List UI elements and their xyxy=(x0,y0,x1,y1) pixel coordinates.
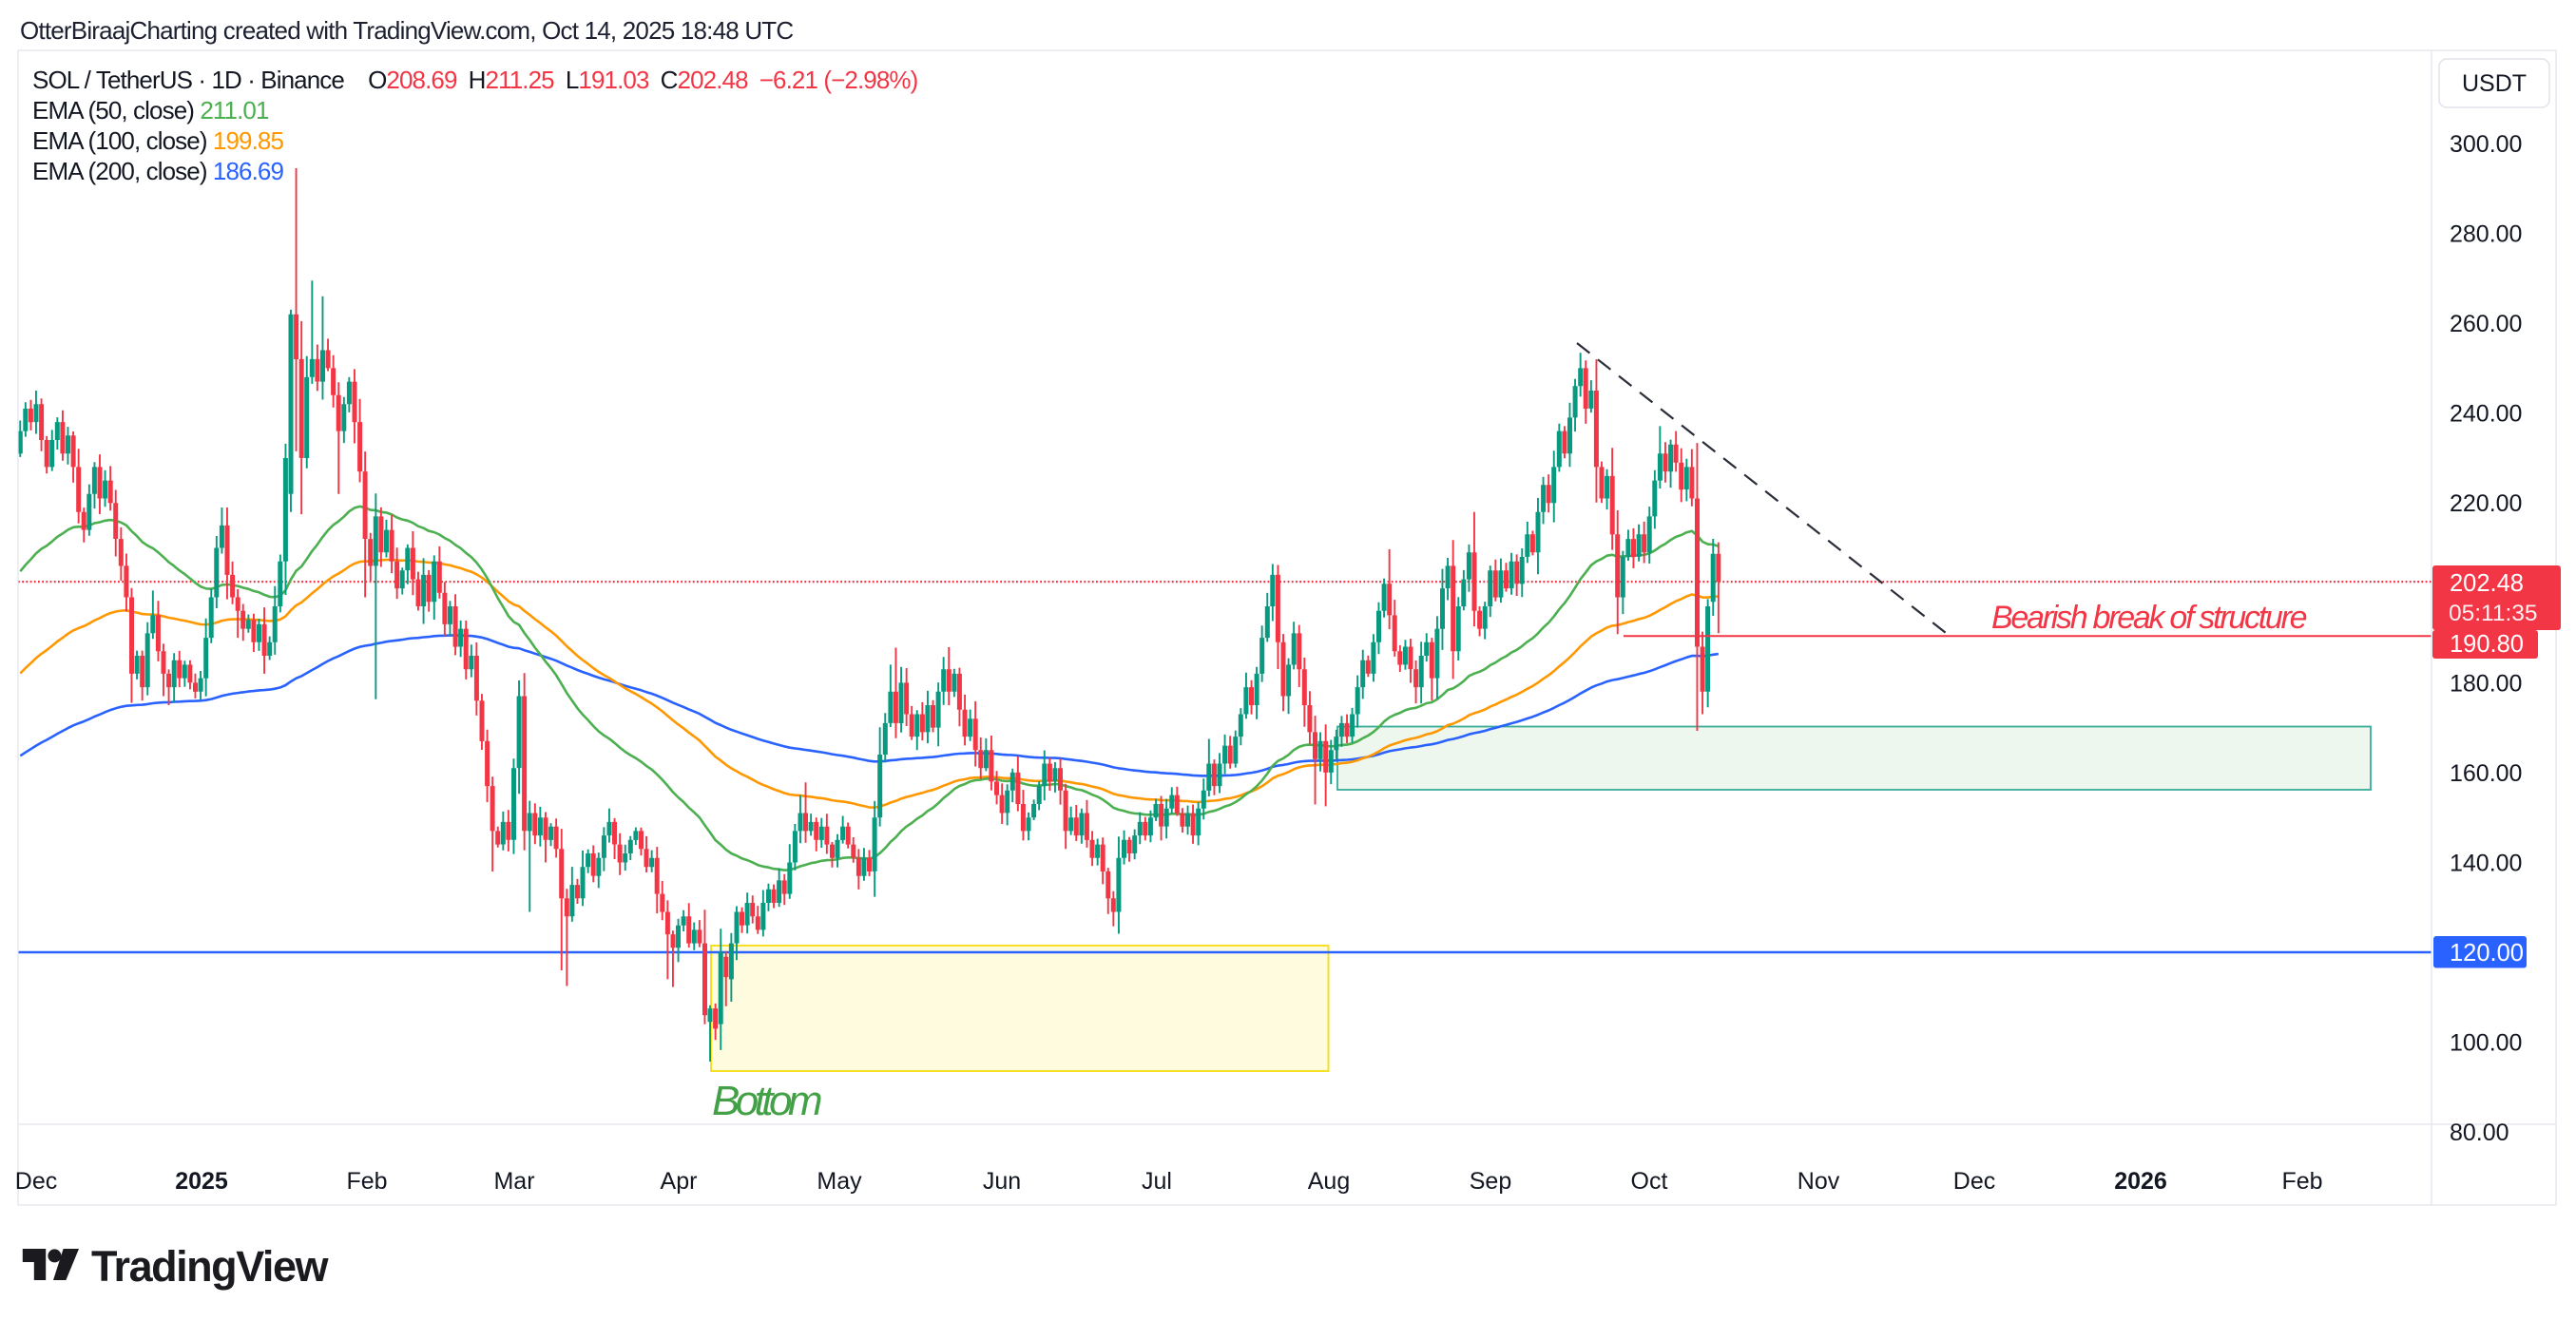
svg-text:Jul: Jul xyxy=(1142,1168,1172,1195)
svg-text:Dec: Dec xyxy=(1953,1168,1995,1195)
svg-text:2026: 2026 xyxy=(2114,1168,2167,1195)
svg-text:Feb: Feb xyxy=(2281,1168,2322,1195)
svg-text:Oct: Oct xyxy=(1631,1168,1668,1195)
svg-text:2025: 2025 xyxy=(175,1168,228,1195)
svg-text:Bearish break of structure: Bearish break of structure xyxy=(1991,600,2307,636)
svg-text:202.48: 202.48 xyxy=(2450,570,2524,597)
svg-text:220.00: 220.00 xyxy=(2450,490,2522,517)
svg-text:160.00: 160.00 xyxy=(2450,760,2522,787)
svg-text:300.00: 300.00 xyxy=(2450,131,2522,158)
svg-text:Dec: Dec xyxy=(15,1168,57,1195)
svg-text:Feb: Feb xyxy=(346,1168,387,1195)
svg-text:EMA (100, close) 199.85: EMA (100, close) 199.85 xyxy=(32,126,283,155)
svg-text:180.00: 180.00 xyxy=(2450,670,2522,697)
svg-text:80.00: 80.00 xyxy=(2450,1120,2509,1146)
svg-text:EMA (200, close) 186.69: EMA (200, close) 186.69 xyxy=(32,157,283,185)
svg-text:Aug: Aug xyxy=(1308,1168,1350,1195)
svg-text:260.00: 260.00 xyxy=(2450,311,2522,337)
svg-text:190.80: 190.80 xyxy=(2450,631,2524,658)
svg-text:EMA (50, close) 211.01: EMA (50, close) 211.01 xyxy=(32,96,269,124)
svg-text:Nov: Nov xyxy=(1797,1168,1840,1195)
svg-text:Mar: Mar xyxy=(493,1168,534,1195)
svg-text:USDT: USDT xyxy=(2462,70,2527,97)
svg-text:Apr: Apr xyxy=(661,1168,698,1195)
svg-text:SOL / TetherUS · 1D · Binance: SOL / TetherUS · 1D · Binance O208.69 H2… xyxy=(32,66,918,94)
svg-text:Jun: Jun xyxy=(983,1168,1021,1195)
svg-text:May: May xyxy=(817,1168,862,1195)
svg-text:OtterBiraajCharting created wi: OtterBiraajCharting created with Trading… xyxy=(20,16,793,45)
svg-text:240.00: 240.00 xyxy=(2450,401,2522,428)
svg-text:05:11:35: 05:11:35 xyxy=(2449,601,2538,626)
svg-text:140.00: 140.00 xyxy=(2450,851,2522,877)
svg-text:120.00: 120.00 xyxy=(2450,940,2524,967)
svg-text:100.00: 100.00 xyxy=(2450,1030,2522,1057)
svg-text:Sep: Sep xyxy=(1470,1168,1511,1195)
svg-text:TradingView: TradingView xyxy=(91,1242,329,1291)
svg-text:Bottom: Bottom xyxy=(712,1078,822,1124)
svg-text:280.00: 280.00 xyxy=(2450,221,2522,248)
